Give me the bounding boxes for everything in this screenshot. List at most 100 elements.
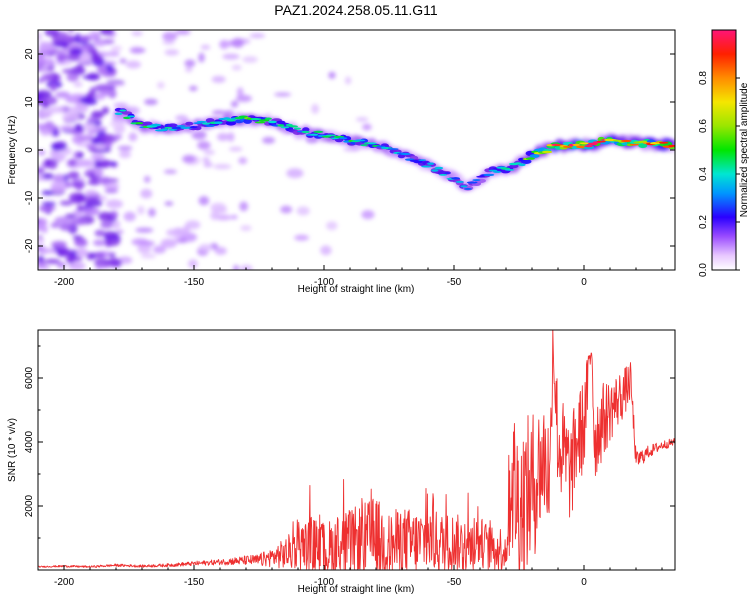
noise-speckle xyxy=(77,103,89,113)
ridge-blob xyxy=(668,144,675,148)
colorbar-ticks: 0.0 0.2 0.4 0.6 0.8 xyxy=(698,71,740,277)
noise-speckle xyxy=(294,234,309,241)
noise-speckle xyxy=(227,132,235,142)
ridge-blob xyxy=(476,175,485,178)
ridge-blob xyxy=(258,119,270,122)
ridge-blob xyxy=(360,144,368,147)
spectrogram-heatmap xyxy=(38,30,675,270)
noise-speckle xyxy=(296,206,310,216)
noise-speckle xyxy=(229,146,243,152)
ridge-blob xyxy=(400,152,411,156)
ridge-blob xyxy=(142,121,153,127)
noise-speckle xyxy=(198,52,205,63)
noise-speckle xyxy=(94,168,104,178)
noise-speckle xyxy=(280,205,293,214)
ridge-blob xyxy=(354,139,366,142)
noise-speckle xyxy=(222,53,240,60)
noise-speckle xyxy=(191,130,207,140)
ridge-blob xyxy=(238,115,248,118)
ridge-blob xyxy=(472,179,481,182)
noise-speckle xyxy=(198,243,213,252)
ridge-blob xyxy=(119,109,127,112)
noise-speckle xyxy=(238,157,248,165)
ridge-blob xyxy=(171,126,183,130)
ridge-blob xyxy=(525,157,535,160)
ridge-blob xyxy=(541,150,553,154)
noise-speckle xyxy=(107,258,122,265)
x-tick-label: -100 xyxy=(314,577,334,588)
noise-speckle xyxy=(137,205,145,215)
snr-y-label: SNR (10 * v/v) xyxy=(7,418,18,482)
noise-speckle xyxy=(92,40,106,47)
noise-speckle xyxy=(84,199,103,208)
ridge-blob xyxy=(562,146,573,148)
noise-speckle xyxy=(326,221,338,231)
noise-speckle xyxy=(84,44,92,52)
noise-speckle xyxy=(76,64,84,72)
ridge-blob xyxy=(135,122,144,125)
noise-speckle xyxy=(39,218,47,227)
noise-speckle xyxy=(38,264,50,270)
noise-speckle xyxy=(162,39,175,45)
snr-panel: -200 -150 -100 -50 0 2000 4000 6000 Height of … xyxy=(7,329,676,595)
ridge-blob xyxy=(464,187,472,190)
ridge-blob xyxy=(518,163,526,167)
noise-speckle xyxy=(71,261,86,270)
ridge-blob xyxy=(288,125,299,128)
x-tick-label: -150 xyxy=(184,277,204,288)
ridge-band xyxy=(114,109,675,190)
ridge-blob xyxy=(504,169,515,171)
snr-frame xyxy=(37,329,676,571)
noise-speckle xyxy=(182,154,196,163)
noise-speckle xyxy=(131,31,143,36)
noise-speckle xyxy=(116,229,124,234)
noise-speckle xyxy=(38,167,45,175)
noise-speckle xyxy=(262,136,276,144)
x-tick-label: 0 xyxy=(581,577,587,588)
noise-speckle xyxy=(111,219,121,230)
colorbar-tick-label: 0.6 xyxy=(698,119,709,133)
noise-speckle xyxy=(94,84,112,92)
noise-speckle xyxy=(63,35,73,42)
noise-speckle xyxy=(42,101,50,109)
x-tick-label: 0 xyxy=(581,277,587,288)
ridge-blob xyxy=(205,124,216,127)
noise-speckle xyxy=(185,220,201,230)
noise-speckle xyxy=(93,239,107,247)
spectrogram-y-label: Frequency (Hz) xyxy=(7,116,18,185)
noise-speckle xyxy=(237,87,244,97)
noise-speckle xyxy=(231,215,238,220)
noise-speckle xyxy=(135,227,154,233)
noise-speckle xyxy=(104,188,119,194)
noise-speckle xyxy=(90,153,105,161)
noise-speckle xyxy=(107,82,125,87)
noise-speckle xyxy=(137,244,152,254)
noise-speckle xyxy=(44,158,51,168)
noise-speckle xyxy=(148,208,156,217)
noise-speckle xyxy=(219,39,229,50)
y-tick-label: -10 xyxy=(24,190,35,205)
noise-speckle xyxy=(76,159,94,168)
ridge-blob xyxy=(439,174,448,176)
snr-x-ticks: -200 -150 -100 -50 0 xyxy=(37,565,663,588)
noise-speckle xyxy=(41,225,48,234)
ridge-blob xyxy=(387,148,399,150)
noise-speckle xyxy=(62,68,80,74)
noise-speckle xyxy=(67,30,75,33)
noise-speckle xyxy=(239,201,249,212)
noise-speckle xyxy=(38,237,45,245)
noise-speckle xyxy=(131,238,149,246)
ridge-blob xyxy=(321,135,332,138)
noise-speckle xyxy=(231,64,242,71)
noise-speckle xyxy=(202,157,210,162)
noise-speckle xyxy=(70,217,87,226)
ridge-blob xyxy=(339,137,348,140)
ridge-blob xyxy=(584,145,593,148)
ridge-blob xyxy=(421,165,432,168)
noise-speckle xyxy=(355,117,369,122)
colorbar-tick-label: 0.4 xyxy=(698,167,709,181)
noise-speckle xyxy=(76,181,83,191)
noise-speckle xyxy=(38,44,56,54)
noise-speckle xyxy=(100,220,114,229)
